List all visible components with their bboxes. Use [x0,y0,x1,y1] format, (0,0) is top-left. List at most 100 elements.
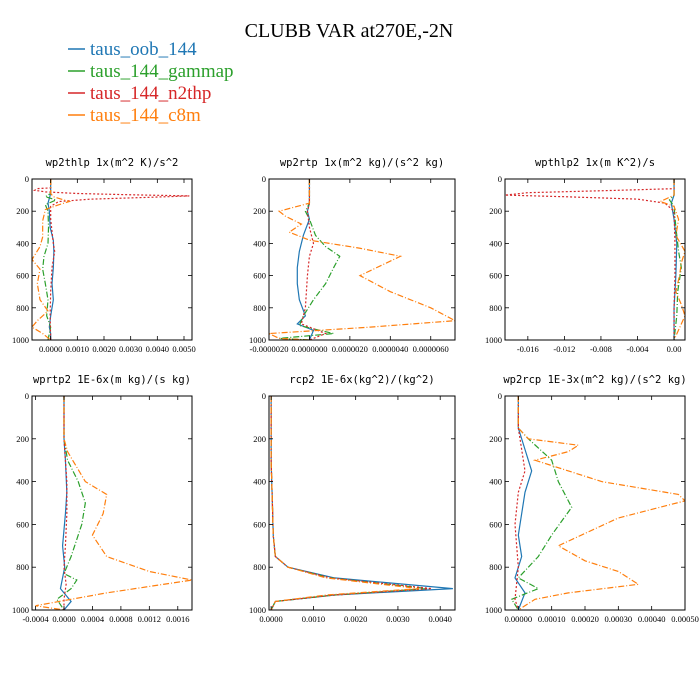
y-tick-label-800: 800 [253,303,266,313]
x-tick-label-4: 0.0040 [429,614,452,624]
y-tick-label-600: 600 [253,271,266,281]
y-tick-label-400: 400 [16,477,29,487]
y-tick-label-600: 600 [489,271,502,281]
panel-series-group-4 [270,396,453,610]
y-tick-label-0: 0 [25,391,29,401]
series-line-taus_144_n2thp [32,179,190,340]
x-tick-label-0: -0.0004 [22,614,49,624]
y-tick-label-1000: 1000 [12,605,29,615]
y-tick-label-200: 200 [16,206,29,216]
x-tick-label-2: -0.008 [590,344,612,354]
y-tick-label-1000: 1000 [485,605,502,615]
series-line-taus_144_c8m [658,179,685,340]
series-line-taus_oob_144 [670,179,678,340]
x-tick-label-1: 0.0000 [52,614,75,624]
panel-series-group-1 [269,179,455,340]
series-line-taus_oob_144 [59,396,72,610]
panel-series-group-3 [35,396,192,610]
y-tick-label-600: 600 [489,519,502,529]
x-tick-label-1: 0.00010 [538,614,566,624]
x-tick-label-4: 0.0040 [146,344,169,354]
series-line-taus_144_gammap [270,396,428,610]
x-tick-label-3: 0.0008 [109,614,132,624]
y-tick-label-400: 400 [489,477,502,487]
legend: taus_oob_144 taus_144_gammap taus_144_n2… [68,39,234,126]
y-tick-label-200: 200 [253,434,266,444]
x-tick-label-5: 0.0016 [166,614,189,624]
series-line-taus_144_n2thp [63,396,68,610]
y-tick-label-1000: 1000 [249,605,266,615]
y-tick-label-400: 400 [253,238,266,248]
y-tick-label-400: 400 [253,477,266,487]
panel-1: wp2rtp 1x(m^2 kg)/(s^2 kg) 0 200 400 600 800 1… [249,157,456,354]
x-tick-label-4: 0.00 [667,344,682,354]
y-tick-label-600: 600 [16,519,29,529]
panel-grid: wp2thlp 1x(m^2 K)/s^2020040060080010000.… [12,157,699,624]
y-tick-label-600: 600 [16,271,29,281]
panel-series-group-5 [510,396,685,610]
x-tick-label-4: 0.00040 [638,614,666,624]
panel-2: wpthlp2 1x(m K^2)/s 0 200 400 600 800 1000 -0.0… [485,157,686,354]
figure-title: CLUBB VAR at270E,-2N [245,20,454,42]
x-tick-label-4: 0.0012 [138,614,161,624]
x-tick-label-2: 0.0000020 [332,344,368,354]
panel-title-0: wp2thlp 1x(m^2 K)/s^2 [46,157,179,169]
panel-title-4: rcp2 1E-6x(kg^2)/(kg^2) [289,374,434,386]
y-tick-label-0: 0 [262,174,266,184]
x-tick-label-5: 0.00050 [671,614,699,624]
series-line-taus_144_c8m [35,396,192,610]
series-line-taus_144_gammap [279,179,341,340]
y-tick-label-800: 800 [489,562,502,572]
y-tick-label-0: 0 [498,174,502,184]
panel-frame-3 [31,395,193,611]
series-line-taus_144_c8m [517,396,685,610]
x-tick-label-1: 0.0010 [66,344,89,354]
y-tick-label-800: 800 [253,562,266,572]
x-tick-label-4: 0.0000060 [413,344,449,354]
series-line-taus_144_n2thp [270,396,432,610]
x-tick-label-3: -0.004 [627,344,650,354]
x-tick-label-0: 0.0000 [39,344,62,354]
panel-frame-0 [31,178,193,341]
x-tick-label-3: 0.0030 [119,344,142,354]
x-tick-label-1: 0.0000000 [291,344,327,354]
y-tick-label-200: 200 [253,206,266,216]
series-line-taus_144_c8m [269,179,455,340]
x-tick-label-5: 0.0050 [172,344,195,354]
y-tick-label-400: 400 [489,238,502,248]
series-line-taus_144_gammap [56,396,86,610]
y-tick-label-800: 800 [16,303,29,313]
x-tick-label-0: 0.0000 [259,614,282,624]
y-tick-label-200: 200 [489,434,502,444]
series-line-taus_144_gammap [510,396,573,610]
panel-title-5: wp2rcp 1E-3x(m^2 kg)/(s^2 kg) [503,374,686,386]
y-tick-label-800: 800 [489,303,502,313]
x-tick-label-2: 0.0020 [92,344,115,354]
series-line-taus_144_c8m [270,396,420,610]
panel-series-group-0 [32,179,190,340]
y-tick-label-0: 0 [25,174,29,184]
x-tick-label-1: 0.0010 [302,614,325,624]
x-tick-label-3: 0.0030 [386,614,409,624]
panel-frame-1 [268,178,456,341]
legend-label-1: taus_144_gammap [90,61,234,82]
panel-title-1: wp2rtp 1x(m^2 kg)/(s^2 kg) [280,157,444,169]
panel-4: rcp2 1E-6x(kg^2)/(kg^2) 0 200 400 600 800 1000… [249,374,456,624]
panel-frame-4 [268,395,456,611]
panel-0: wp2thlp 1x(m^2 K)/s^2 0 200 400 600 800 1000 0.… [12,157,196,354]
panel-frame-5 [504,395,686,611]
series-line-taus_144_n2thp [514,396,526,610]
panel-5: wp2rcp 1E-3x(m^2 kg)/(s^2 kg)0 200 400 600 8… [485,374,699,624]
x-tick-label-0: -0.016 [517,344,539,354]
y-tick-label-800: 800 [16,562,29,572]
x-tick-label-0: 0.00000 [505,614,533,624]
x-tick-label-3: 0.0000040 [372,344,408,354]
y-tick-label-0: 0 [498,391,502,401]
y-tick-label-400: 400 [16,238,29,248]
panel-3: wprtp2 1E-6x(m kg)/(s kg) 0 200 400 600 800 10… [12,374,193,624]
panel-frame-2 [504,178,686,341]
y-tick-label-1000: 1000 [12,335,29,345]
series-line-taus_144_n2thp [300,179,328,340]
y-tick-label-0: 0 [262,391,266,401]
